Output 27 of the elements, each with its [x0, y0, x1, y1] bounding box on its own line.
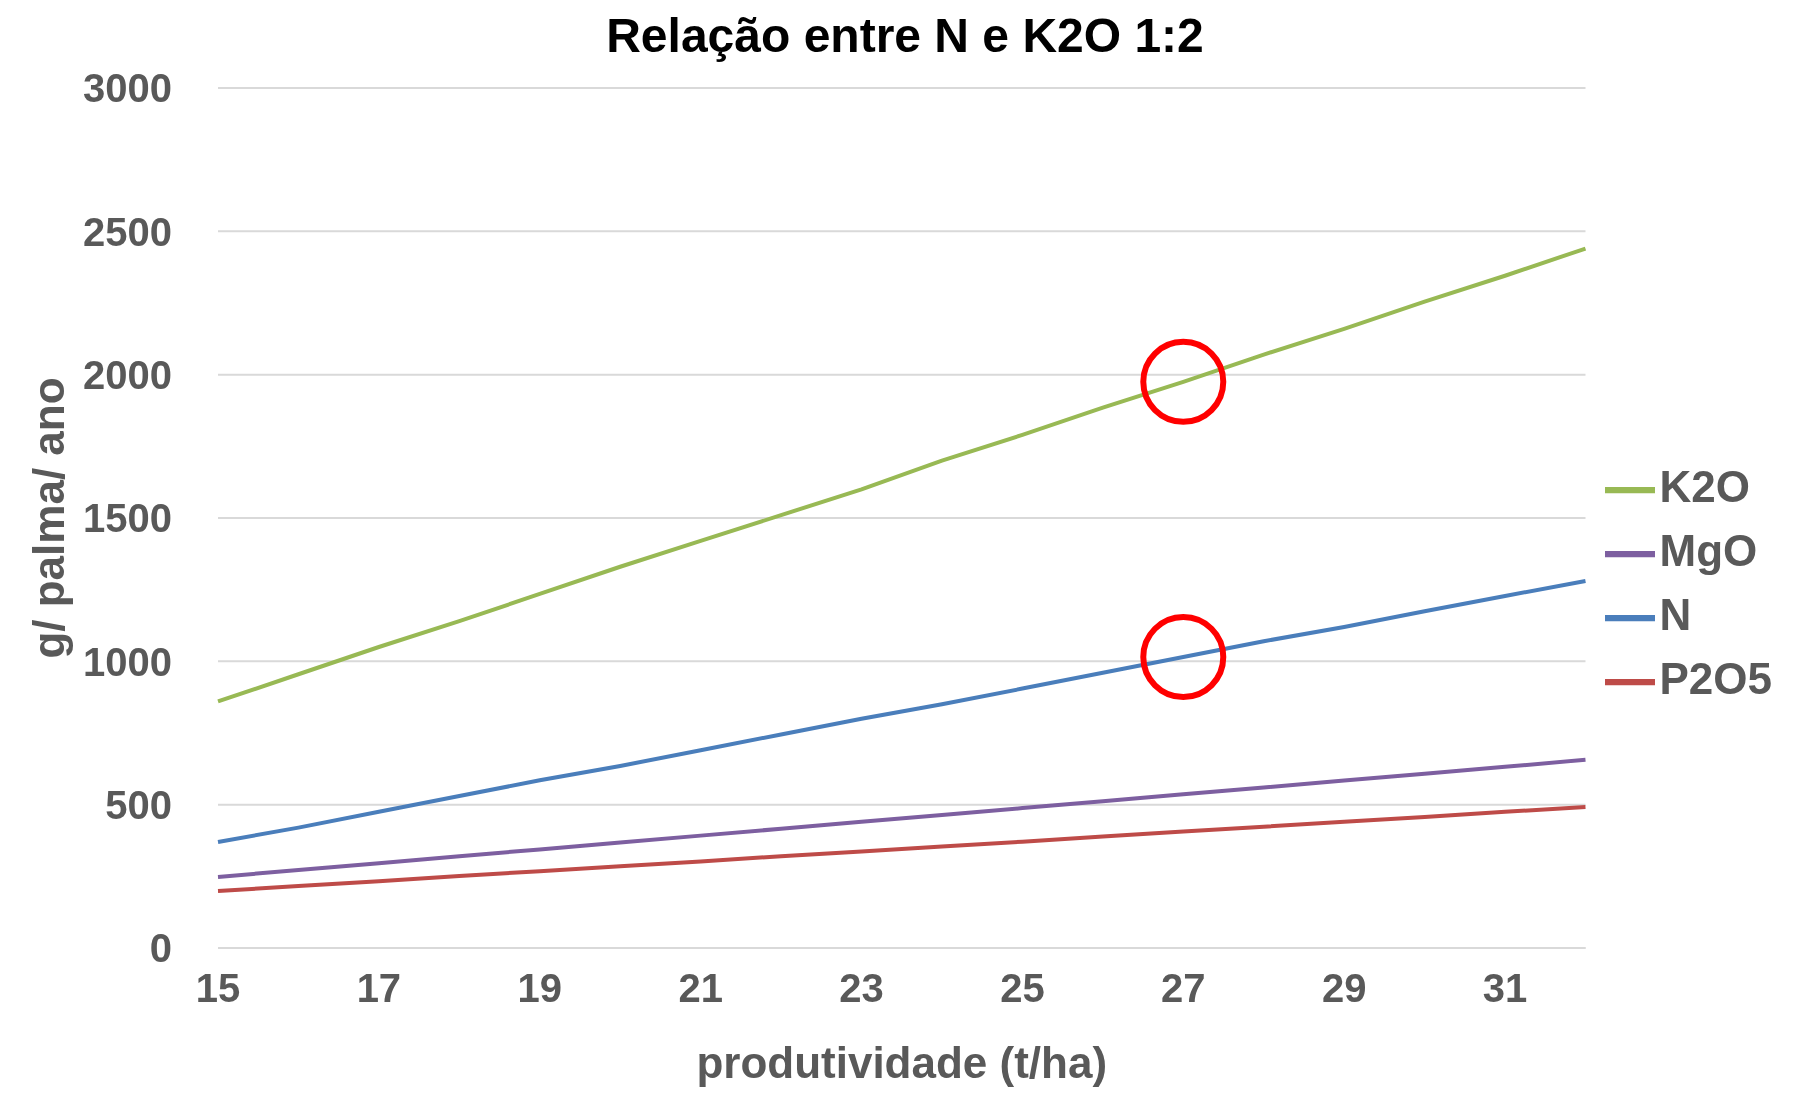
x-axis-title: produtividade (t/ha)	[696, 1038, 1108, 1087]
legend-label: N	[1659, 590, 1692, 639]
y-tick-label: 3000	[83, 66, 172, 111]
x-tick-label: 23	[839, 966, 884, 1011]
x-tick-label: 29	[1321, 966, 1367, 1011]
y-tick-label: 2500	[83, 209, 172, 254]
x-tick-label: 21	[678, 966, 723, 1011]
line-series	[216, 757, 1588, 879]
x-tick-label: 19	[517, 966, 563, 1011]
x-tick-label: 31	[1482, 966, 1528, 1011]
y-tick-label: 1500	[83, 496, 172, 541]
legend-label: K2O	[1659, 462, 1750, 511]
x-tick-label: 27	[1161, 966, 1206, 1011]
line-series	[216, 246, 1588, 704]
x-tick-label: 15	[195, 966, 241, 1011]
line-series	[216, 804, 1588, 893]
x-tick-label: 17	[356, 966, 402, 1011]
y-axis-title: g/ palma/ ano	[23, 377, 73, 659]
x-tick-label: 25	[1000, 966, 1045, 1011]
y-tick-label: 1000	[83, 639, 172, 684]
y-tick-label: 0	[149, 926, 172, 971]
y-tick-label: 2000	[83, 352, 172, 397]
chart-title: Relação entre N e K2O 1:2	[605, 8, 1205, 64]
line-series	[216, 579, 1588, 844]
legend-label: P2O5	[1659, 654, 1772, 703]
legend-label: MgO	[1659, 526, 1758, 575]
y-tick-label: 500	[105, 782, 172, 827]
